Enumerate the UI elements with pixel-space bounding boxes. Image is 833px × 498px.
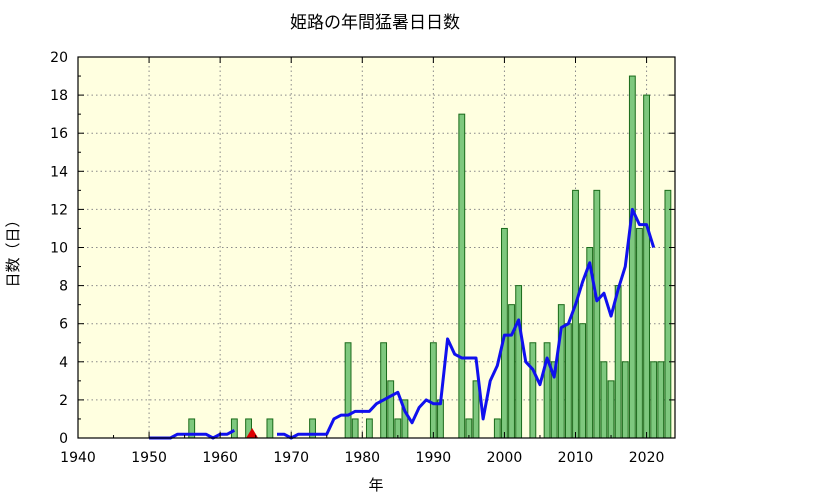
bar xyxy=(515,285,523,439)
bar xyxy=(600,361,608,439)
y-axis-label: 日数（日） xyxy=(4,212,22,287)
x-tick-label: 1990 xyxy=(416,450,452,466)
bar xyxy=(501,227,508,439)
bar-series xyxy=(188,75,672,439)
x-tick-label: 2000 xyxy=(487,450,523,466)
x-tick-label: 1940 xyxy=(60,450,96,466)
x-tick-label: 2020 xyxy=(629,450,665,466)
y-tick-label: 2 xyxy=(59,393,68,409)
marker-triangle xyxy=(246,428,259,438)
bar xyxy=(365,418,373,439)
y-tick-label: 4 xyxy=(59,355,68,371)
bar xyxy=(593,189,601,439)
bar xyxy=(643,94,650,439)
y-tick-label: 18 xyxy=(50,88,68,104)
bar xyxy=(508,304,515,439)
x-tick-label: 1970 xyxy=(273,450,309,466)
y-tick-label: 20 xyxy=(50,50,68,66)
y-axis: 0 2 4 6 8 10 12 14 16 18 20 xyxy=(50,50,675,447)
bar xyxy=(429,342,437,439)
moving-average-segment xyxy=(277,207,656,440)
y-tick-label: 14 xyxy=(50,164,68,180)
bar xyxy=(664,189,672,439)
bar xyxy=(493,418,501,439)
chart-title: 姫路の年間猛暑日日数 xyxy=(290,13,460,33)
bar xyxy=(380,342,388,439)
bar xyxy=(351,418,359,439)
y-tick-label: 12 xyxy=(50,202,68,218)
bar xyxy=(472,380,480,439)
bar xyxy=(266,418,274,439)
bar xyxy=(344,342,352,439)
x-tick-label: 1980 xyxy=(344,450,380,466)
bar xyxy=(230,418,238,439)
bar xyxy=(564,323,572,439)
y-tick-label: 6 xyxy=(59,317,68,333)
y-tick-label: 8 xyxy=(59,279,68,295)
marker-layer xyxy=(246,428,259,438)
x-axis-label: 年 xyxy=(368,476,383,494)
bar xyxy=(458,113,466,439)
x-tick-label: 1950 xyxy=(131,450,167,466)
y-tick-label: 16 xyxy=(50,126,68,142)
y-tick-label: 10 xyxy=(50,241,68,257)
bar xyxy=(387,380,395,439)
y-tick-label: 0 xyxy=(59,431,68,447)
x-axis: 1940 1950 1960 1970 1980 1990 2000 2010 2020 xyxy=(60,57,664,466)
bar xyxy=(657,361,665,439)
bar xyxy=(437,399,444,439)
bar xyxy=(557,304,565,439)
bar xyxy=(650,361,658,439)
bar xyxy=(621,361,629,439)
x-tick-label: 2010 xyxy=(558,450,594,466)
bar xyxy=(614,285,622,439)
x-tick-label: 1960 xyxy=(202,450,238,466)
bar xyxy=(579,323,587,439)
grid-lines xyxy=(78,57,675,438)
bar xyxy=(529,342,537,439)
bar xyxy=(607,380,615,439)
bar xyxy=(628,75,636,439)
bar xyxy=(636,227,643,439)
